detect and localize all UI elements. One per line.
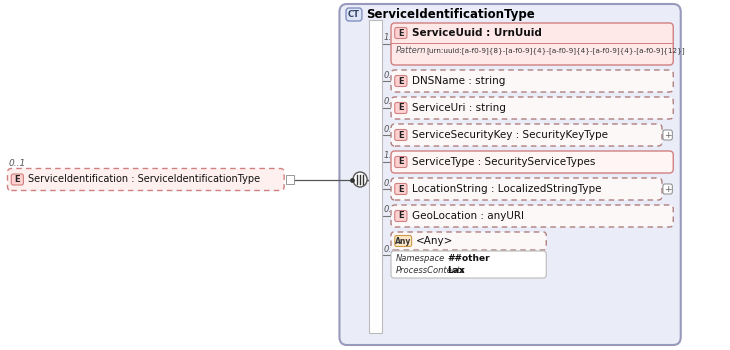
Bar xyxy=(369,20,382,333)
Text: E: E xyxy=(398,131,404,140)
FancyBboxPatch shape xyxy=(11,174,23,185)
Bar xyxy=(286,175,294,184)
Text: E: E xyxy=(15,175,20,184)
FancyBboxPatch shape xyxy=(391,178,662,200)
Text: E: E xyxy=(398,211,404,220)
Text: ServiceUri : string: ServiceUri : string xyxy=(412,103,505,113)
Text: 0..*: 0..* xyxy=(383,245,399,253)
Text: GeoLocation : anyURI: GeoLocation : anyURI xyxy=(412,211,523,221)
FancyBboxPatch shape xyxy=(391,124,662,146)
FancyBboxPatch shape xyxy=(391,151,673,173)
Text: [urn:uuid:[a-f0-9]{8}-[a-f0-9]{4}-[a-f0-9]{4}-[a-f0-9]{4}-[a-f0-9]{12}]: [urn:uuid:[a-f0-9]{8}-[a-f0-9]{4}-[a-f0-… xyxy=(426,47,685,54)
Text: LocationString : LocalizedStringType: LocationString : LocalizedStringType xyxy=(412,184,601,194)
FancyBboxPatch shape xyxy=(395,156,407,168)
Text: +: + xyxy=(664,131,672,140)
Text: ProcessContents: ProcessContents xyxy=(396,266,465,275)
Text: E: E xyxy=(398,184,404,194)
FancyBboxPatch shape xyxy=(395,236,412,246)
Text: DNSName : string: DNSName : string xyxy=(412,76,505,86)
Text: ServiceIdentificationType: ServiceIdentificationType xyxy=(366,8,534,21)
FancyBboxPatch shape xyxy=(663,184,672,194)
Text: ##other: ##other xyxy=(447,254,490,263)
FancyBboxPatch shape xyxy=(395,76,407,86)
Text: 1..1: 1..1 xyxy=(383,152,399,161)
FancyBboxPatch shape xyxy=(391,23,673,65)
Text: 1..1: 1..1 xyxy=(383,34,399,42)
FancyBboxPatch shape xyxy=(346,8,362,21)
FancyBboxPatch shape xyxy=(395,28,407,38)
Text: 0..1: 0..1 xyxy=(383,98,399,106)
Text: Lax: Lax xyxy=(447,266,465,275)
Text: E: E xyxy=(398,158,404,167)
FancyBboxPatch shape xyxy=(395,130,407,140)
FancyBboxPatch shape xyxy=(391,251,546,278)
Text: <Any>: <Any> xyxy=(416,236,454,246)
Text: ServiceUuid : UrnUuid: ServiceUuid : UrnUuid xyxy=(412,28,542,38)
FancyBboxPatch shape xyxy=(391,97,673,119)
Text: E: E xyxy=(398,28,404,37)
Text: Any: Any xyxy=(395,237,412,245)
Text: 0..1: 0..1 xyxy=(383,70,399,79)
FancyBboxPatch shape xyxy=(395,210,407,222)
FancyBboxPatch shape xyxy=(391,205,673,227)
FancyBboxPatch shape xyxy=(391,232,546,250)
Text: CT: CT xyxy=(348,10,360,19)
Text: 0..1: 0..1 xyxy=(383,178,399,188)
FancyBboxPatch shape xyxy=(663,130,672,140)
Text: Pattern: Pattern xyxy=(396,46,426,55)
Text: 0..1: 0..1 xyxy=(383,205,399,215)
Text: ServiceIdentification : ServiceIdentificationType: ServiceIdentification : ServiceIdentific… xyxy=(28,175,261,184)
FancyBboxPatch shape xyxy=(7,168,284,190)
Text: E: E xyxy=(398,104,404,112)
FancyBboxPatch shape xyxy=(395,103,407,113)
FancyBboxPatch shape xyxy=(339,4,681,345)
Text: E: E xyxy=(398,77,404,85)
Text: ServiceSecurityKey : SecurityKeyType: ServiceSecurityKey : SecurityKeyType xyxy=(412,130,607,140)
Text: 0..1: 0..1 xyxy=(9,159,26,168)
Text: 0..1: 0..1 xyxy=(383,125,399,133)
FancyBboxPatch shape xyxy=(395,183,407,195)
FancyBboxPatch shape xyxy=(391,70,673,92)
Text: Namespace: Namespace xyxy=(396,254,445,263)
Text: ServiceType : SecurityServiceTypes: ServiceType : SecurityServiceTypes xyxy=(412,157,595,167)
Text: +: + xyxy=(664,184,672,194)
Circle shape xyxy=(353,172,367,187)
